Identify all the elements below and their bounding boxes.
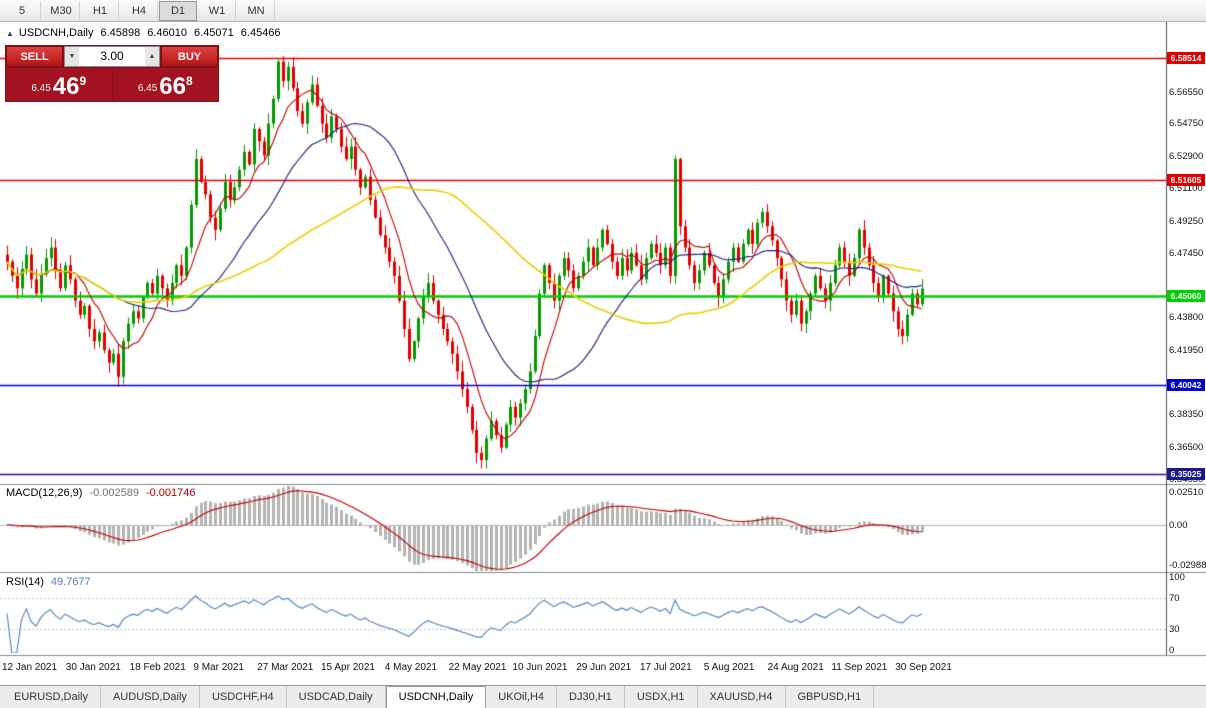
sell-button[interactable]: SELL: [6, 46, 63, 67]
chart-tab-audusd[interactable]: AUDUSD,Daily: [101, 686, 200, 708]
rsi-indicator-header: RSI(14) 49.7677: [6, 576, 91, 588]
chart-tab-usdcad[interactable]: USDCAD,Daily: [287, 686, 386, 708]
rsi-indicator-label: RSI(14): [6, 576, 44, 588]
volume-input[interactable]: 3.00: [100, 49, 124, 63]
buy-price-sup: 8: [185, 74, 193, 88]
timeframe-toolbar: 5 M30 H1 H4 D1 W1 MN: [0, 0, 1206, 22]
buy-button[interactable]: BUY: [161, 46, 218, 67]
chart-tab-usdchf[interactable]: USDCHF,H4: [200, 686, 287, 708]
macd-indicator-label: MACD(12,26,9): [6, 487, 83, 499]
chart-window: ▲ USDCNH,Daily 6.45898 6.46010 6.45071 6.4546…: [0, 22, 1206, 685]
sell-price-prefix: 6.45: [31, 83, 51, 94]
chart-symbol-title: USDCNH,Daily: [18, 27, 94, 39]
timeframe-button-5[interactable]: 5: [3, 0, 41, 21]
macd-main-value: -0.002589: [89, 487, 139, 499]
chart-tab-usdcnh[interactable]: USDCNH,Daily: [385, 686, 487, 708]
timeframe-button-d1[interactable]: D1: [159, 0, 197, 21]
chart-tab-ukoil[interactable]: UKOil,H4: [486, 686, 558, 708]
macd-indicator-header: MACD(12,26,9) -0.002589 -0.001746: [6, 487, 196, 499]
chart-ohlc-info: ▲ USDCNH,Daily 6.45898 6.46010 6.45071 6.4546…: [6, 27, 281, 39]
chart-tab-eurusd[interactable]: EURUSD,Daily: [2, 686, 101, 708]
buy-price-display[interactable]: 6.45 66 8: [112, 68, 218, 101]
volume-decrease-icon[interactable]: ▼: [65, 47, 79, 66]
sell-price-big: 46: [52, 73, 80, 100]
ohlc-low: 6.45071: [194, 27, 234, 39]
chart-tab-usdx[interactable]: USDX,H1: [625, 686, 698, 708]
timeframe-button-h1[interactable]: H1: [81, 0, 119, 21]
main-chart-canvas[interactable]: [0, 22, 1206, 685]
sell-price-display[interactable]: 6.45 46 9: [6, 68, 112, 101]
collapse-trade-panel-icon[interactable]: ▲: [6, 29, 14, 38]
volume-stepper: ▼ 3.00 ▲: [64, 46, 160, 67]
rsi-value: 49.7677: [50, 576, 91, 588]
ohlc-open: 6.45898: [100, 27, 141, 39]
buy-price-big: 66: [159, 73, 186, 100]
ohlc-close: 6.45466: [240, 27, 281, 39]
chart-tabs-bar: EURUSD,Daily AUDUSD,Daily USDCHF,H4 USDCAD,…: [0, 685, 1206, 708]
chart-tab-xauusd[interactable]: XAUUSD,H4: [698, 686, 786, 708]
chart-tab-gbpusd[interactable]: GBPUSD,H1: [786, 686, 875, 708]
ohlc-high: 6.46010: [147, 27, 188, 39]
timeframe-button-mn[interactable]: MN: [237, 0, 275, 21]
volume-increase-icon[interactable]: ▲: [145, 47, 159, 66]
chart-tab-dj30[interactable]: DJ30,H1: [557, 686, 625, 708]
one-click-trade-panel: SELL ▼ 3.00 ▲ BUY 6.45 46 9 6.45 66 8: [5, 45, 219, 102]
timeframe-button-m30[interactable]: M30: [42, 0, 80, 21]
macd-signal-value: -0.001746: [145, 487, 196, 499]
timeframe-button-w1[interactable]: W1: [198, 0, 236, 21]
sell-price-sup: 9: [79, 74, 87, 88]
buy-price-prefix: 6.45: [137, 83, 158, 94]
timeframe-button-h4[interactable]: H4: [120, 0, 158, 21]
